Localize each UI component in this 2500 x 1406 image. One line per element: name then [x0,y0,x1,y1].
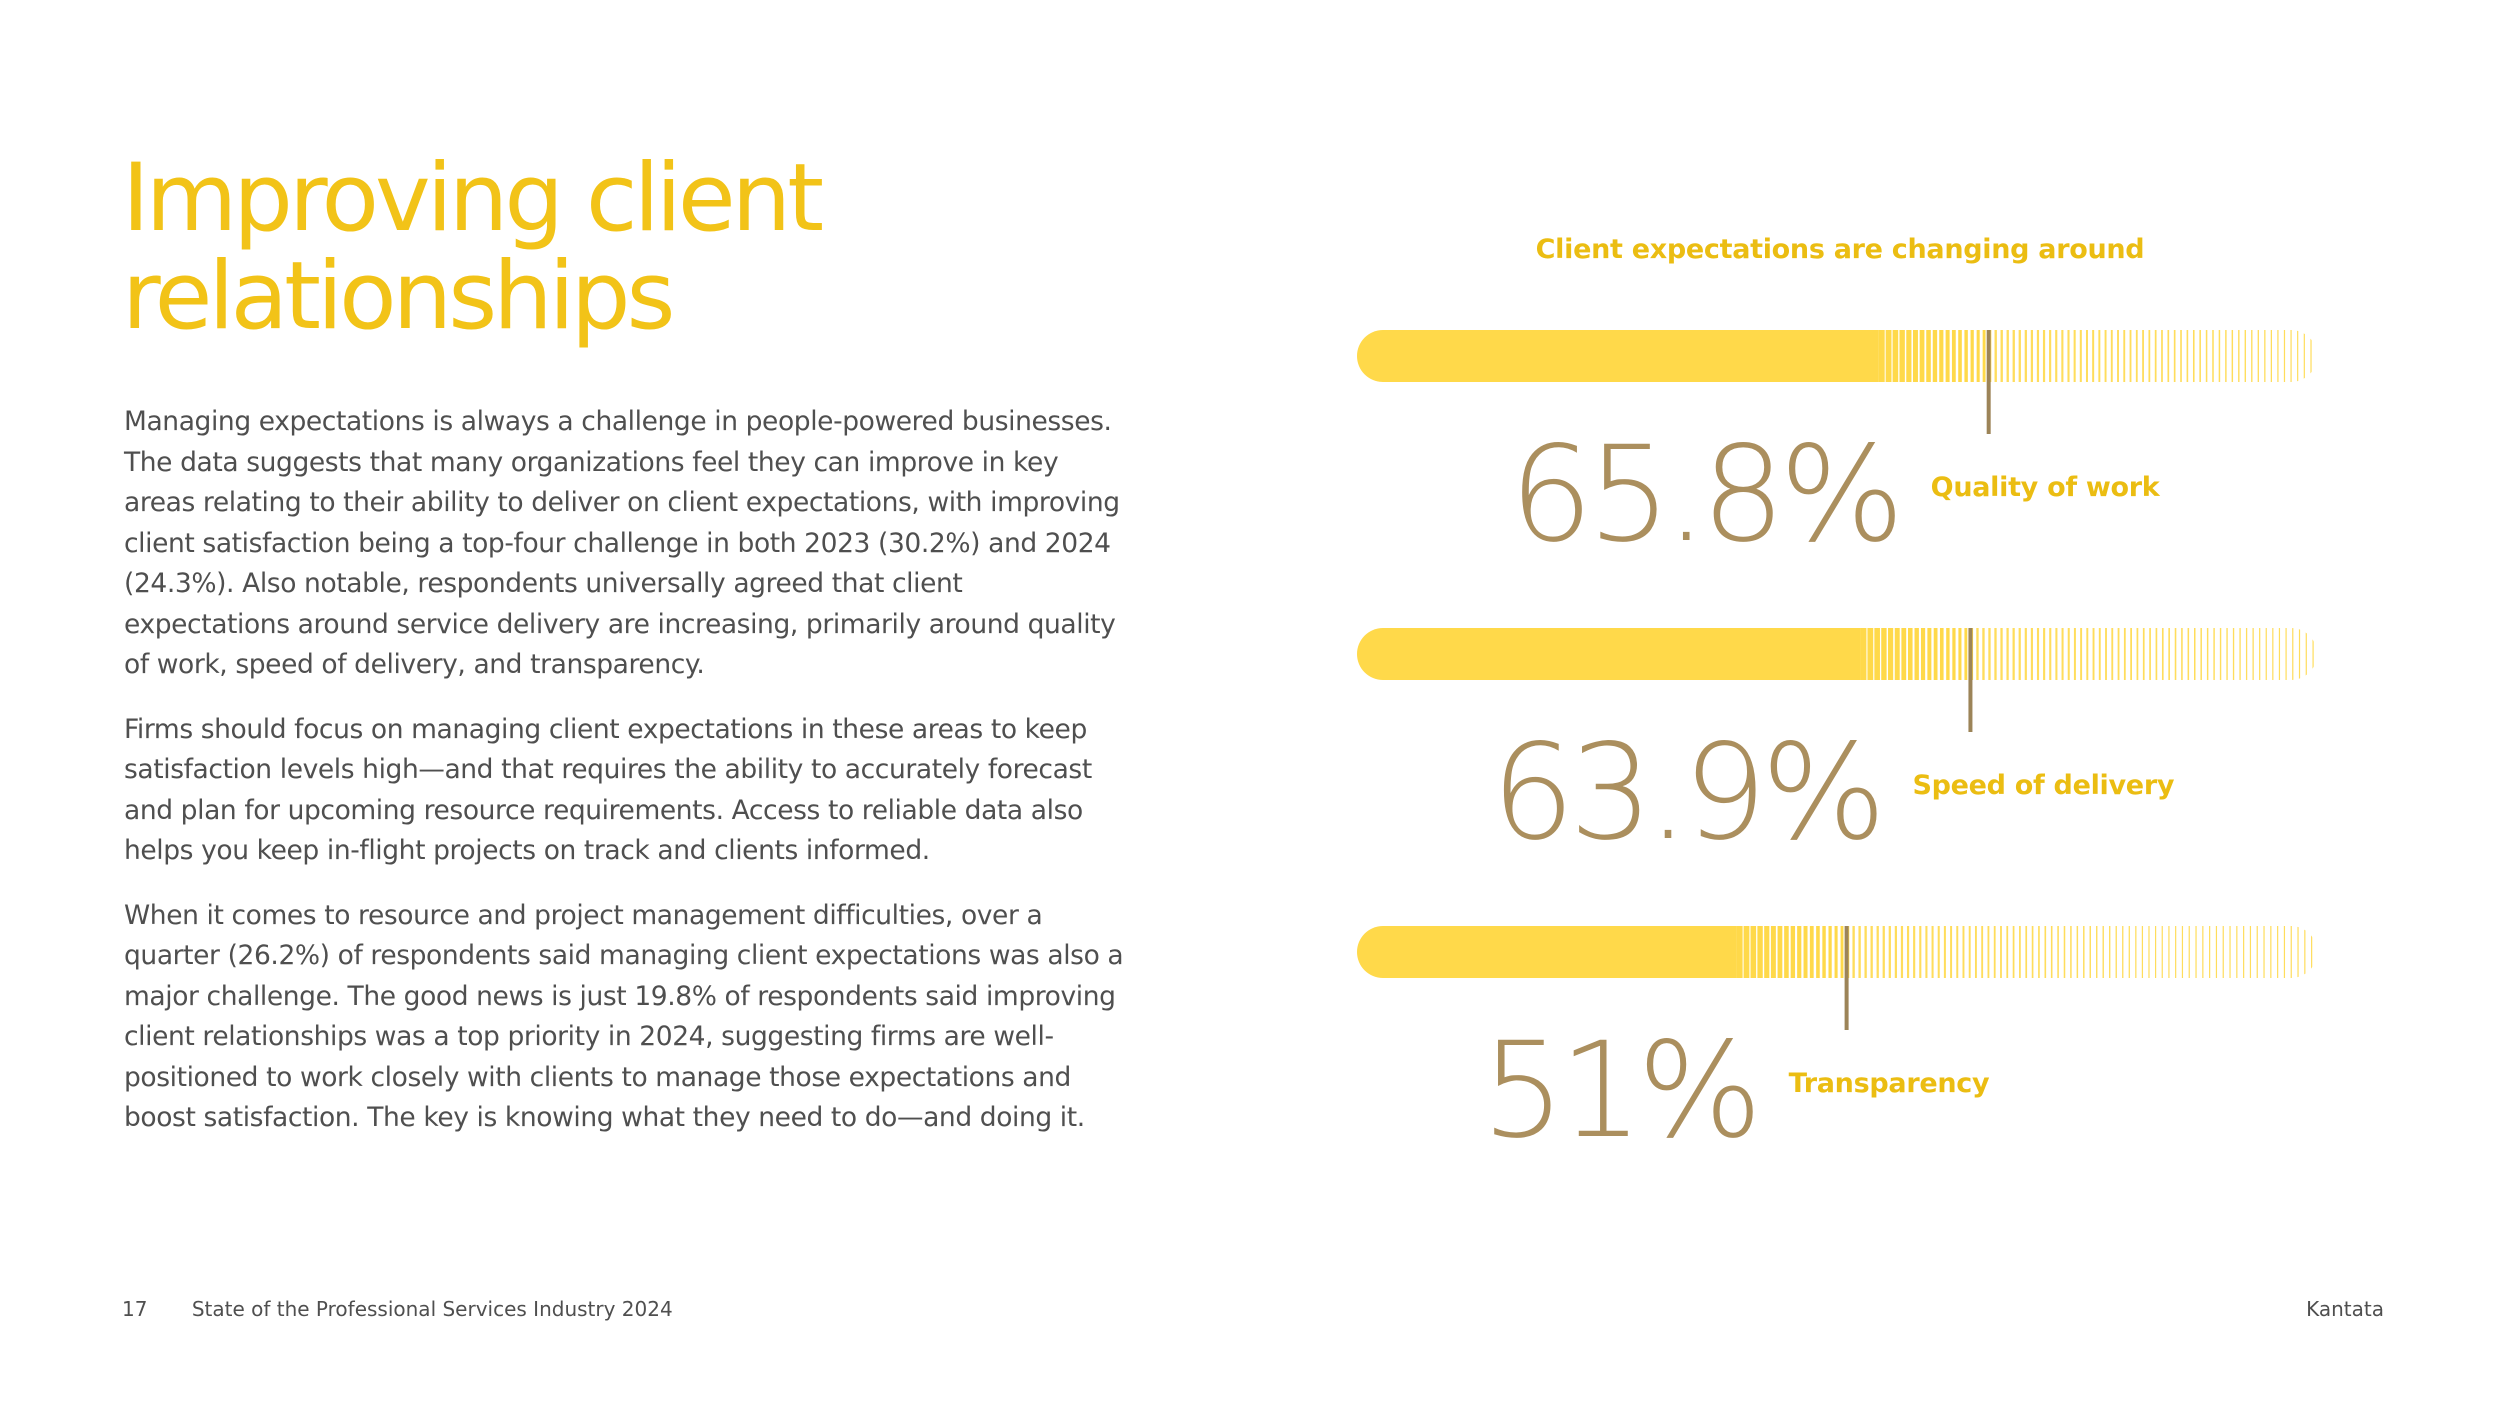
page-title-line-2: relationships [122,242,676,351]
bar-3 [1357,926,2313,978]
category-label-2: Speed of delivery [1912,770,2174,801]
page-title-line-1: Improving client [122,144,824,253]
bar-2 [1357,628,2314,680]
value-label-1: 65.8% [1509,418,1898,572]
body-text: Managing expectations is always a challe… [124,402,1134,1163]
page-number: 17 [122,1297,148,1321]
footer-left: 17 State of the Professional Services In… [122,1297,673,1321]
category-label-1: Quality of work [1931,472,2161,503]
page-title: Improving client relationships [122,150,882,346]
value-label-2: 63.9% [1491,716,1880,870]
paragraph-2: Firms should focus on managing client ex… [124,713,1092,867]
value-label-3: 51% [1481,1014,1756,1168]
report-title: State of the Professional Services Indus… [191,1297,673,1321]
chart-title: Client expectations are changing around [1535,234,2145,265]
paragraph-1: Managing expectations is always a challe… [124,406,1120,680]
bar-1 [1357,330,2312,382]
category-label-3: Transparency [1789,1068,1990,1099]
paragraph-3: When it comes to resource and project ma… [124,899,1124,1134]
brand-name: Kantata [2306,1297,2384,1321]
